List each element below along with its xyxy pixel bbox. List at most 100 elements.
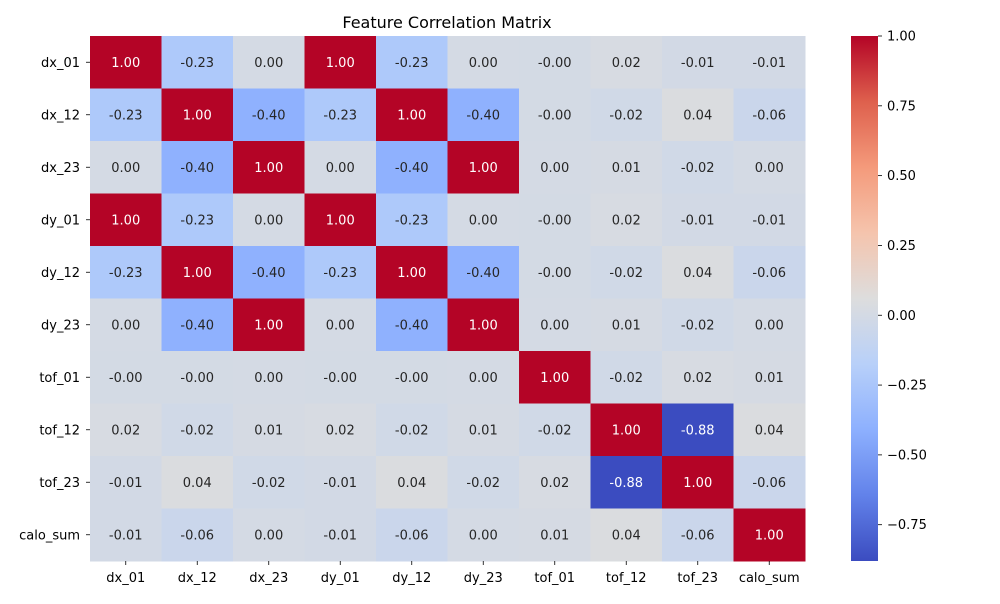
cell-value-label-0-0: 1.00: [111, 56, 140, 71]
cell-value-label-6-9: 0.01: [755, 371, 784, 386]
x-axis-ticks: dx_01 dx_12 dx_23 dy_01 dy_12 dy_23 tof_01 tof_…: [106, 561, 800, 586]
heatmap-cell-7-5: [447, 403, 520, 457]
heatmap-cell-1-7: [590, 88, 663, 142]
heatmap-cell-4-6: [519, 246, 591, 299]
heatmap-cell-3-6: [519, 193, 591, 247]
cell-value-label-6-7: -0.02: [609, 371, 643, 386]
cell-value-label-0-9: -0.01: [752, 56, 786, 71]
cell-value-label-7-1: -0.02: [180, 423, 214, 438]
heatmap-cell-3-4: [376, 193, 448, 247]
y-tick-label-9: calo_sum: [19, 528, 80, 543]
heatmap-cell-6-8: [662, 351, 734, 404]
cell-value-label-8-8: 1.00: [683, 476, 712, 491]
heatmap-cell-4-4: [376, 246, 448, 299]
heatmap-cell-7-6: [519, 403, 591, 457]
cell-value-label-9-4: -0.06: [395, 528, 429, 543]
heatmap-cell-6-2: [233, 351, 305, 404]
cell-value-label-8-7: -0.88: [609, 476, 643, 491]
heatmap-cell-4-9: [733, 246, 806, 299]
heatmap-cell-7-3: [304, 403, 377, 457]
cell-value-label-0-7: 0.02: [612, 56, 641, 71]
cell-value-label-4-0: -0.23: [109, 266, 143, 281]
heatmap-cell-8-9: [733, 456, 806, 509]
cell-value-label-0-2: 0.00: [254, 56, 283, 71]
heatmap-cell-2-1: [161, 141, 234, 194]
cell-value-label-4-1: 1.00: [183, 266, 212, 281]
cell-value-label-7-7: 1.00: [612, 423, 641, 438]
heatmap-cell-3-9: [733, 193, 806, 247]
cell-value-label-2-0: 0.00: [111, 161, 140, 176]
heatmap-cell-2-8: [662, 141, 734, 194]
heatmap-cell-2-0: [90, 141, 162, 194]
heatmap-cell-0-0: [90, 36, 162, 89]
heatmap-cell-labels: 1.00 -0.23 0.00 1.00 -0.23 0.00 -0.00 0.02 -0.01…: [109, 56, 786, 544]
cell-value-label-3-6: -0.00: [538, 213, 572, 228]
cell-value-label-0-6: -0.00: [538, 56, 572, 71]
heatmap-cell-5-9: [733, 298, 806, 352]
cell-value-label-1-9: -0.06: [752, 108, 786, 123]
heatmap-cell-6-6: [519, 351, 591, 404]
x-tick-label-0: dx_01: [106, 571, 145, 586]
y-tick-label-7: tof_12: [39, 423, 80, 438]
cell-value-label-6-6: 1.00: [540, 371, 569, 386]
heatmap-cell-6-0: [90, 351, 162, 404]
heatmap-cell-6-7: [590, 351, 663, 404]
cell-value-label-2-3: 0.00: [326, 161, 355, 176]
cell-value-label-9-2: 0.00: [254, 528, 283, 543]
cell-value-label-9-1: -0.06: [180, 528, 214, 543]
heatmap-cell-9-9: [733, 508, 806, 562]
heatmap-cell-0-3: [304, 36, 377, 89]
heatmap-cell-3-0: [90, 193, 162, 247]
heatmap-cell-1-4: [376, 88, 448, 142]
heatmap-cell-9-1: [161, 508, 234, 562]
cell-value-label-1-0: -0.23: [109, 108, 143, 123]
chart-title: Feature Correlation Matrix: [342, 13, 551, 32]
cell-value-label-9-5: 0.00: [469, 528, 498, 543]
cell-value-label-9-3: -0.01: [323, 528, 357, 543]
cell-value-label-1-6: -0.00: [538, 108, 572, 123]
heatmap-cell-3-1: [161, 193, 234, 247]
x-tick-label-4: dy_12: [392, 571, 431, 586]
heatmap-cell-9-0: [90, 508, 162, 562]
heatmap-cell-8-7: [590, 456, 663, 509]
cell-value-label-2-6: 0.00: [540, 161, 569, 176]
cell-value-label-6-3: -0.00: [323, 371, 357, 386]
heatmap-cell-6-4: [376, 351, 448, 404]
heatmap-cell-3-8: [662, 193, 734, 247]
heatmap-cell-7-4: [376, 403, 448, 457]
y-tick-label-8: tof_23: [39, 476, 80, 491]
colorbar-tick-label-0: 1.00: [887, 30, 916, 45]
colorbar-tick-label-5: −0.25: [887, 379, 927, 394]
cell-value-label-3-2: 0.00: [254, 213, 283, 228]
cell-value-label-7-9: 0.04: [755, 423, 784, 438]
heatmap-cell-2-6: [519, 141, 591, 194]
heatmap-cell-1-6: [519, 88, 591, 142]
heatmap-cell-6-3: [304, 351, 377, 404]
heatmap-cell-8-2: [233, 456, 305, 509]
cell-value-label-0-3: 1.00: [326, 56, 355, 71]
heatmap-cell-5-1: [161, 298, 234, 352]
colorbar: 1.00 0.75 0.50 0.25 0.00 −0.25 −0.50 −0.75: [851, 30, 927, 561]
heatmap-cell-9-2: [233, 508, 305, 562]
cell-value-label-5-2: 1.00: [254, 318, 283, 333]
cell-value-label-8-2: -0.02: [252, 476, 286, 491]
heatmap-cell-3-5: [447, 193, 520, 247]
cell-value-label-4-3: -0.23: [323, 266, 357, 281]
heatmap-cell-0-8: [662, 36, 734, 89]
cell-value-label-0-8: -0.01: [681, 56, 715, 71]
cell-value-label-3-8: -0.01: [681, 213, 715, 228]
heatmap-cell-1-0: [90, 88, 162, 142]
heatmap-cell-4-0: [90, 246, 162, 299]
heatmap-cell-1-9: [733, 88, 806, 142]
cell-value-label-7-3: 0.02: [326, 423, 355, 438]
cell-value-label-3-7: 0.02: [612, 213, 641, 228]
heatmap-cell-2-9: [733, 141, 806, 194]
heatmap-cell-4-2: [233, 246, 305, 299]
x-tick-label-7: tof_12: [606, 571, 647, 586]
cell-value-label-6-5: 0.00: [469, 371, 498, 386]
cell-value-label-2-2: 1.00: [254, 161, 283, 176]
cell-value-label-9-9: 1.00: [755, 528, 784, 543]
x-tick-label-2: dx_23: [249, 571, 288, 586]
